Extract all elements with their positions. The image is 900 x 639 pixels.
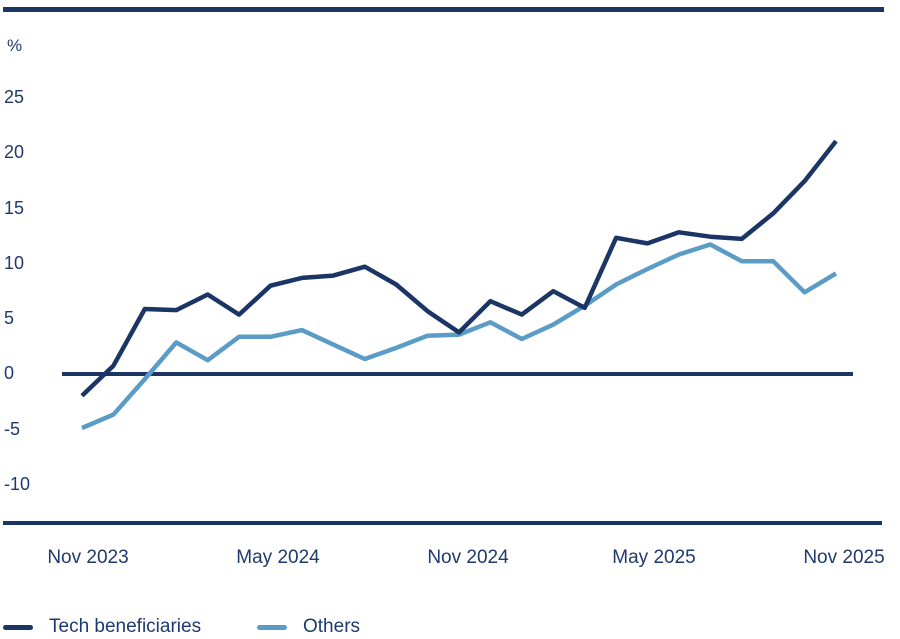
x-axis-rule xyxy=(3,521,882,525)
x-tick-may-2024: May 2024 xyxy=(236,547,320,568)
legend-item-tech-beneficiaries: Tech beneficiaries xyxy=(3,615,201,639)
legend-item-others: Others xyxy=(257,615,360,639)
x-tick-nov-2025: Nov 2025 xyxy=(803,547,885,568)
series-line-tech-beneficiaries xyxy=(80,139,838,398)
others-swatch-icon xyxy=(257,624,287,630)
top-border-rule xyxy=(3,7,884,12)
x-tick-nov-2024: Nov 2024 xyxy=(427,547,509,568)
legend-label-others: Others xyxy=(303,616,361,637)
y-tick-20: 20 xyxy=(4,142,25,162)
y-tick-0: 0 xyxy=(4,363,15,383)
x-tick-nov-2023: Nov 2023 xyxy=(47,547,129,568)
y-tick-neg-10: -10 xyxy=(4,474,31,494)
zero-baseline xyxy=(62,372,853,376)
y-tick-25: 25 xyxy=(4,87,25,107)
y-tick-10: 10 xyxy=(4,253,25,273)
y-tick-5: 5 xyxy=(4,308,15,328)
x-tick-may-2025: May 2025 xyxy=(612,547,696,568)
y-tick-15: 15 xyxy=(4,198,25,218)
y-tick-neg-5: -5 xyxy=(4,419,21,439)
legend-label-tech-beneficiaries: Tech beneficiaries xyxy=(49,616,202,637)
series-line-others xyxy=(81,242,838,431)
tech-beneficiaries-swatch-icon xyxy=(3,624,33,630)
y-axis-unit-label: % xyxy=(7,36,23,55)
